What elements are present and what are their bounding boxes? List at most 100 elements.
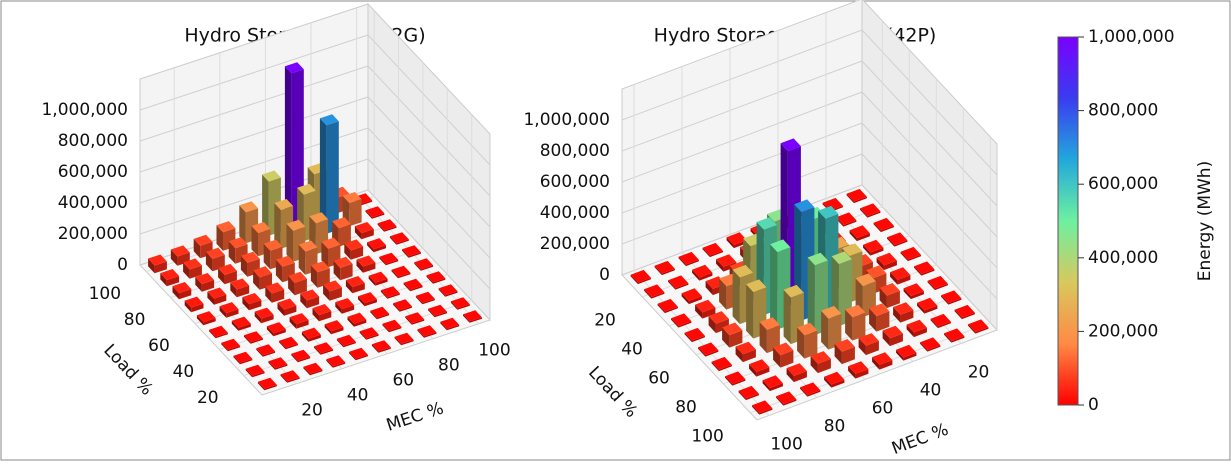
bar-face [179, 289, 192, 300]
bar-face [368, 275, 376, 286]
bar-face [846, 188, 867, 202]
y-tick-label: 20 [197, 388, 219, 408]
bar-face [333, 256, 353, 268]
bar [738, 385, 759, 401]
bar [172, 282, 192, 300]
bar [415, 291, 435, 305]
bar-face [872, 352, 893, 365]
bar-face [715, 318, 729, 334]
bar [722, 322, 743, 348]
bar [927, 275, 948, 291]
bar-face [382, 319, 402, 331]
bar-face [773, 342, 794, 356]
bar-face [776, 396, 784, 406]
bar [196, 311, 216, 326]
bar-face [917, 297, 938, 311]
bar [265, 282, 285, 303]
bar-face [930, 318, 938, 329]
bar-face [903, 352, 917, 361]
bar [426, 271, 446, 284]
bar-face [661, 268, 675, 276]
bar [254, 307, 274, 324]
bar-face [834, 343, 842, 365]
bar [944, 328, 965, 343]
bar [873, 217, 894, 233]
bar-face [214, 294, 227, 305]
bar-face [759, 322, 767, 354]
bar-face [691, 335, 705, 343]
bar-face [324, 324, 332, 335]
bar-face [770, 239, 791, 253]
bar-face [776, 391, 797, 404]
bar-face [692, 269, 700, 281]
bar-face [440, 321, 447, 331]
bar-face [865, 340, 879, 356]
bar [209, 325, 228, 339]
bar-face [944, 328, 965, 341]
bar-face [323, 280, 342, 292]
bar-face [440, 317, 460, 329]
bar-face [794, 199, 815, 213]
bar-face [450, 297, 470, 309]
bar-face [266, 322, 286, 334]
bar-face [900, 310, 914, 323]
bar-face [320, 349, 333, 355]
y-tick-label: 80 [124, 310, 146, 330]
bar-face [695, 299, 716, 313]
bar [941, 290, 962, 305]
bar-face [630, 274, 638, 285]
bar [954, 304, 975, 320]
bar [275, 255, 295, 283]
bar-face [242, 297, 249, 311]
bar-face [937, 321, 951, 329]
bar-face [954, 304, 975, 318]
bar [903, 283, 924, 300]
bar-face [738, 390, 746, 401]
bar [428, 304, 447, 318]
bar-face [742, 349, 756, 363]
bar-face [239, 201, 259, 213]
bar-face [671, 313, 692, 326]
bar-face [245, 368, 253, 378]
bar [333, 256, 353, 281]
bar-face [231, 316, 251, 328]
bar-face [230, 282, 237, 298]
bar-face [372, 213, 385, 219]
bar-face [797, 322, 818, 336]
bar-face [230, 278, 250, 290]
bar-face [834, 339, 855, 352]
bar-face [860, 208, 868, 218]
bar-face [308, 334, 321, 342]
bar-face [284, 305, 297, 316]
bar-face [347, 316, 354, 327]
bar-face [900, 246, 921, 260]
bar [218, 263, 237, 285]
bar-face [403, 278, 423, 290]
bar-face [773, 347, 781, 368]
bar-face [371, 340, 391, 352]
bar-face [239, 205, 246, 244]
bar [231, 316, 251, 331]
grid-line [621, 122, 998, 269]
bar-face [286, 219, 306, 231]
bar-face [870, 247, 884, 256]
bar [310, 261, 330, 288]
bar-face [324, 320, 344, 332]
bar-face [722, 322, 743, 336]
bar-face [195, 277, 202, 292]
bar-face [160, 273, 167, 287]
bar-face [886, 290, 900, 309]
colorbar-tick-label: 800,000 [1088, 101, 1158, 121]
bar-face [379, 252, 399, 264]
bar-face [172, 286, 179, 300]
bar-face [253, 270, 260, 290]
bar [256, 344, 276, 357]
bar-face [770, 244, 778, 330]
bar-face [762, 380, 770, 392]
bar-face [261, 314, 274, 324]
bar-face [914, 266, 922, 276]
bar-face [869, 303, 890, 317]
bar-face [426, 271, 446, 283]
bar-face [280, 374, 288, 383]
bar [698, 342, 719, 357]
